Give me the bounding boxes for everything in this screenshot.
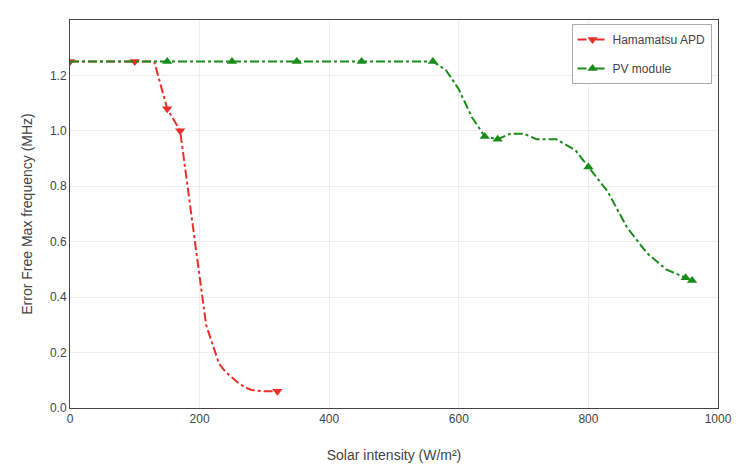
svg-text:Hamamatsu APD: Hamamatsu APD [613,33,705,47]
svg-text:0.2: 0.2 [50,346,67,360]
svg-text:0.0: 0.0 [50,401,67,415]
svg-text:1.2: 1.2 [50,69,67,83]
svg-text:1000: 1000 [705,412,732,426]
svg-text:Error Free Max frequency (MHz): Error Free Max frequency (MHz) [19,113,35,314]
svg-text:800: 800 [578,412,598,426]
svg-text:Solar intensity (W/m²): Solar intensity (W/m²) [327,447,462,463]
svg-text:400: 400 [319,412,339,426]
svg-text:1.0: 1.0 [50,124,67,138]
svg-text:0.6: 0.6 [50,235,67,249]
svg-text:0.4: 0.4 [50,290,67,304]
svg-text:600: 600 [449,412,469,426]
svg-text:PV module: PV module [613,62,672,76]
svg-text:0: 0 [67,412,74,426]
svg-text:200: 200 [190,412,210,426]
svg-text:0.8: 0.8 [50,179,67,193]
